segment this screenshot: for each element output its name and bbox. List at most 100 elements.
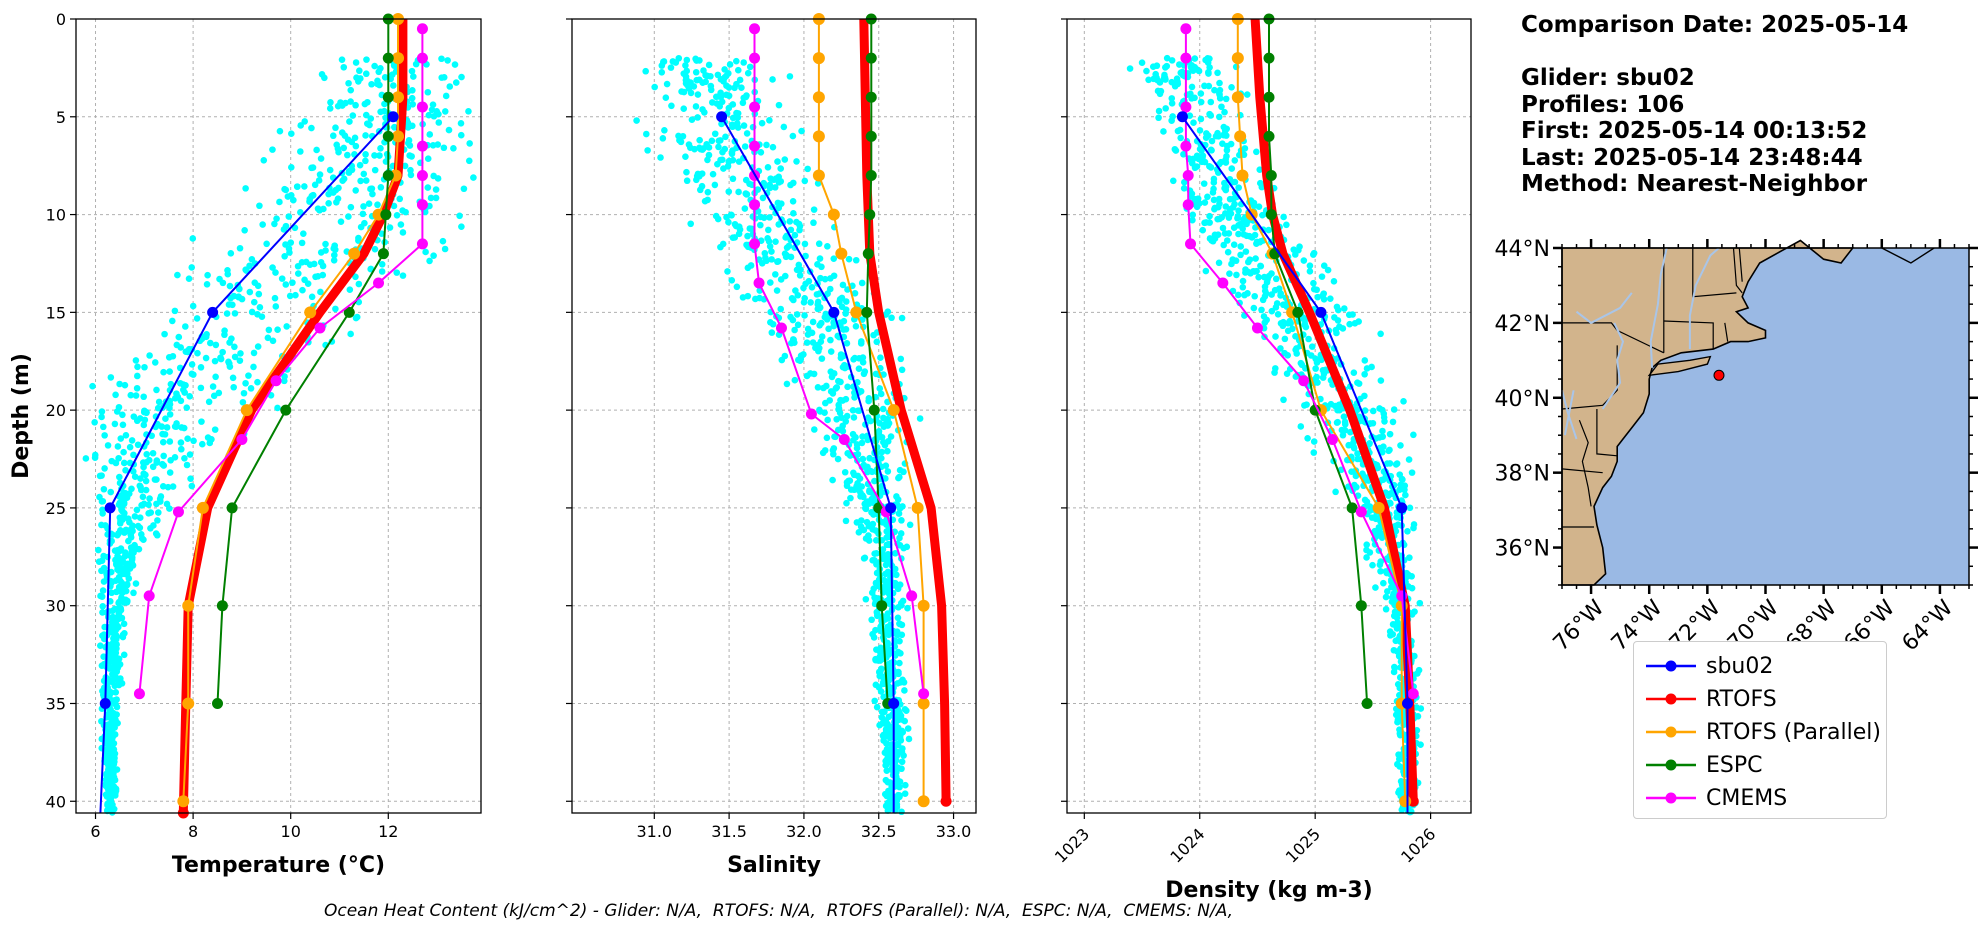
- observation-point: [729, 101, 737, 108]
- observation-point: [236, 244, 244, 252]
- observation-point: [661, 127, 668, 134]
- observation-point: [642, 67, 649, 75]
- observation-point: [1383, 460, 1391, 467]
- observation-point: [732, 57, 740, 65]
- data-point: [749, 101, 761, 113]
- data-point: [1263, 91, 1275, 103]
- state-border: [1724, 322, 1729, 342]
- observation-point: [1377, 377, 1385, 384]
- observation-point: [772, 271, 779, 278]
- observation-point: [304, 280, 312, 287]
- observation-point: [1230, 241, 1238, 249]
- observation-point: [109, 740, 117, 747]
- observation-point: [883, 534, 890, 541]
- observation-point: [130, 451, 137, 459]
- data-point: [280, 404, 292, 416]
- observation-point: [859, 359, 867, 366]
- observation-point: [248, 308, 256, 316]
- observation-point: [889, 589, 897, 597]
- observation-point: [330, 257, 338, 264]
- observation-point: [231, 310, 239, 317]
- latitude-label: 42°N: [1495, 312, 1550, 337]
- observation-point: [1386, 446, 1393, 454]
- observation-point: [211, 426, 219, 433]
- observation-point: [1188, 83, 1196, 91]
- data-point: [1236, 169, 1249, 182]
- observation-point: [778, 356, 786, 364]
- observation-point: [898, 621, 906, 629]
- observation-point: [317, 288, 324, 296]
- observation-point: [875, 428, 883, 435]
- observation-point: [107, 488, 115, 496]
- observation-point: [184, 435, 191, 443]
- observation-point: [297, 209, 304, 216]
- observation-point: [1225, 230, 1233, 237]
- observation-point: [898, 366, 906, 374]
- observation-point: [734, 66, 742, 74]
- observation-point: [789, 316, 797, 324]
- observation-point: [792, 287, 799, 294]
- observation-point: [847, 494, 854, 502]
- observation-point: [866, 487, 873, 494]
- x-tick-label: 1025: [1282, 824, 1324, 866]
- observation-point: [896, 637, 903, 645]
- observation-point: [729, 175, 737, 183]
- observation-point: [1173, 75, 1181, 83]
- observation-point: [120, 599, 128, 606]
- observation-point: [378, 230, 385, 237]
- observation-point: [1341, 421, 1349, 428]
- observation-point: [1233, 271, 1240, 279]
- observation-point: [352, 59, 360, 66]
- x-tick-label: 32.0: [786, 822, 822, 841]
- observation-point: [692, 55, 699, 63]
- observation-point: [171, 307, 179, 315]
- observation-point: [894, 585, 902, 593]
- observation-point: [692, 68, 700, 76]
- observation-point: [128, 525, 135, 533]
- observation-point: [444, 57, 451, 64]
- observation-point: [340, 144, 348, 152]
- observation-point: [777, 305, 785, 313]
- observation-point: [810, 206, 818, 213]
- observation-point: [894, 777, 901, 785]
- observation-point: [408, 94, 416, 102]
- observation-point: [224, 266, 231, 274]
- observation-point: [900, 752, 907, 759]
- observation-point: [188, 264, 196, 271]
- data-point: [749, 140, 761, 152]
- observation-point: [91, 418, 98, 426]
- legend-label: ESPC: [1706, 753, 1763, 778]
- observation-point: [700, 67, 707, 74]
- observation-point: [1280, 213, 1287, 221]
- observation-point: [116, 380, 123, 388]
- observation-point: [1197, 90, 1205, 97]
- data-point: [749, 23, 761, 35]
- observation-point: [250, 349, 258, 357]
- observation-point: [836, 296, 844, 303]
- observation-point: [1219, 140, 1226, 147]
- chesapeake-bay: [1578, 419, 1592, 507]
- observation-point: [349, 112, 357, 119]
- observation-point: [212, 341, 220, 349]
- observation-point: [107, 374, 115, 381]
- observation-point: [119, 411, 126, 419]
- observation-point: [99, 602, 107, 610]
- data-point: [1315, 306, 1327, 318]
- observation-point: [803, 372, 811, 380]
- observation-point: [288, 130, 295, 138]
- observation-point: [1396, 763, 1403, 770]
- observation-point: [767, 175, 774, 182]
- y-tick-label: 35: [46, 694, 66, 713]
- data-point: [838, 433, 850, 445]
- observation-point: [790, 336, 797, 344]
- observation-point: [676, 136, 683, 144]
- observation-point: [426, 131, 434, 138]
- observation-point: [818, 333, 826, 340]
- observation-point: [771, 184, 779, 191]
- y-tick-label: 20: [46, 401, 66, 420]
- observation-point: [1168, 100, 1176, 107]
- observation-point: [642, 130, 650, 138]
- observation-point: [1218, 103, 1225, 111]
- observation-point: [452, 79, 460, 86]
- data-point: [1231, 52, 1244, 65]
